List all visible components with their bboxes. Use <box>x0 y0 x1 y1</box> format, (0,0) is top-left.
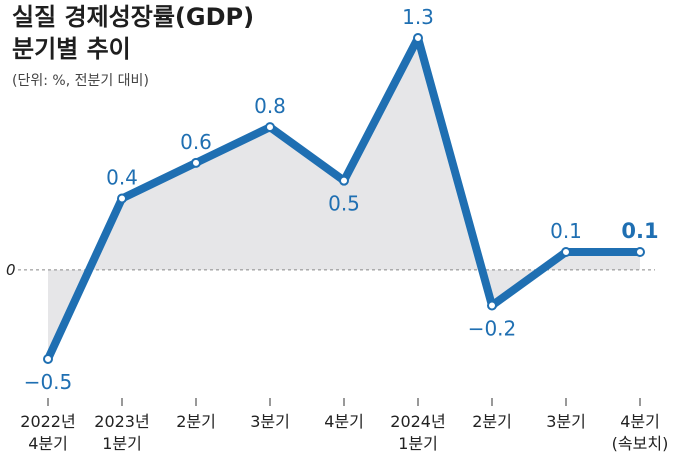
chart-title: 실질 경제성장률(GDP) <box>12 3 255 31</box>
x-tick-label: 2022년 <box>20 412 75 431</box>
value-label: 0.8 <box>254 94 286 118</box>
value-label: 0.5 <box>328 192 360 216</box>
x-tick-label: 3분기 <box>546 412 586 431</box>
value-label: 0.4 <box>106 166 138 190</box>
x-tick-label: 4분기 <box>324 412 364 431</box>
x-tick-label: 1분기 <box>398 434 438 453</box>
data-points <box>43 33 645 364</box>
x-tick-label: (속보치) <box>612 434 669 453</box>
x-tick-label: 4분기 <box>620 412 660 431</box>
data-point <box>413 33 423 43</box>
x-tick-label: 3분기 <box>250 412 290 431</box>
value-label: 1.3 <box>402 5 434 29</box>
value-labels: −0.5 0.4 0.6 0.8 0.5 1.3 −0.2 0.1 0.1 <box>24 5 659 394</box>
value-label: −0.2 <box>468 317 517 341</box>
zero-label: 0 <box>6 261 16 279</box>
x-axis-ticks: 2022년 4분기 2023년 1분기 2분기 3분기 4분기 2024년 1분기 2분기 3분기 4… <box>20 398 668 453</box>
value-label: −0.5 <box>24 370 73 394</box>
data-point <box>43 354 53 364</box>
data-point <box>487 300 497 311</box>
data-point <box>117 193 127 204</box>
data-point <box>635 247 645 257</box>
value-label: 0.6 <box>180 130 212 154</box>
data-point <box>561 247 571 257</box>
data-point <box>191 157 201 168</box>
data-point <box>339 175 349 186</box>
value-label: 0.1 <box>550 219 582 243</box>
x-tick-label: 2023년 <box>94 412 149 431</box>
x-tick-label: 2분기 <box>472 412 512 431</box>
value-label: 0.1 <box>621 219 658 243</box>
unit-note: (단위: %, 전분기 대비) <box>12 73 149 89</box>
area-fill <box>48 38 640 359</box>
x-tick-label: 4분기 <box>28 434 68 453</box>
x-tick-label: 2024년 <box>390 412 445 431</box>
data-point <box>265 122 275 133</box>
chart-subtitle: 분기별 추이 <box>12 35 131 63</box>
x-tick-label: 2분기 <box>176 412 216 431</box>
x-tick-label: 1분기 <box>102 434 142 453</box>
